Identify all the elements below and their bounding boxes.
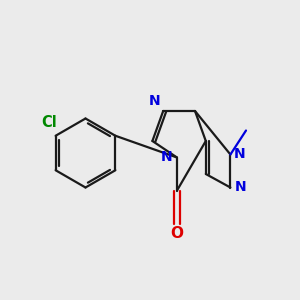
Text: N: N [160,150,172,164]
Text: N: N [235,180,247,194]
Text: O: O [170,226,184,242]
Text: N: N [148,94,160,108]
Text: Cl: Cl [41,115,57,130]
Text: N: N [234,147,246,161]
